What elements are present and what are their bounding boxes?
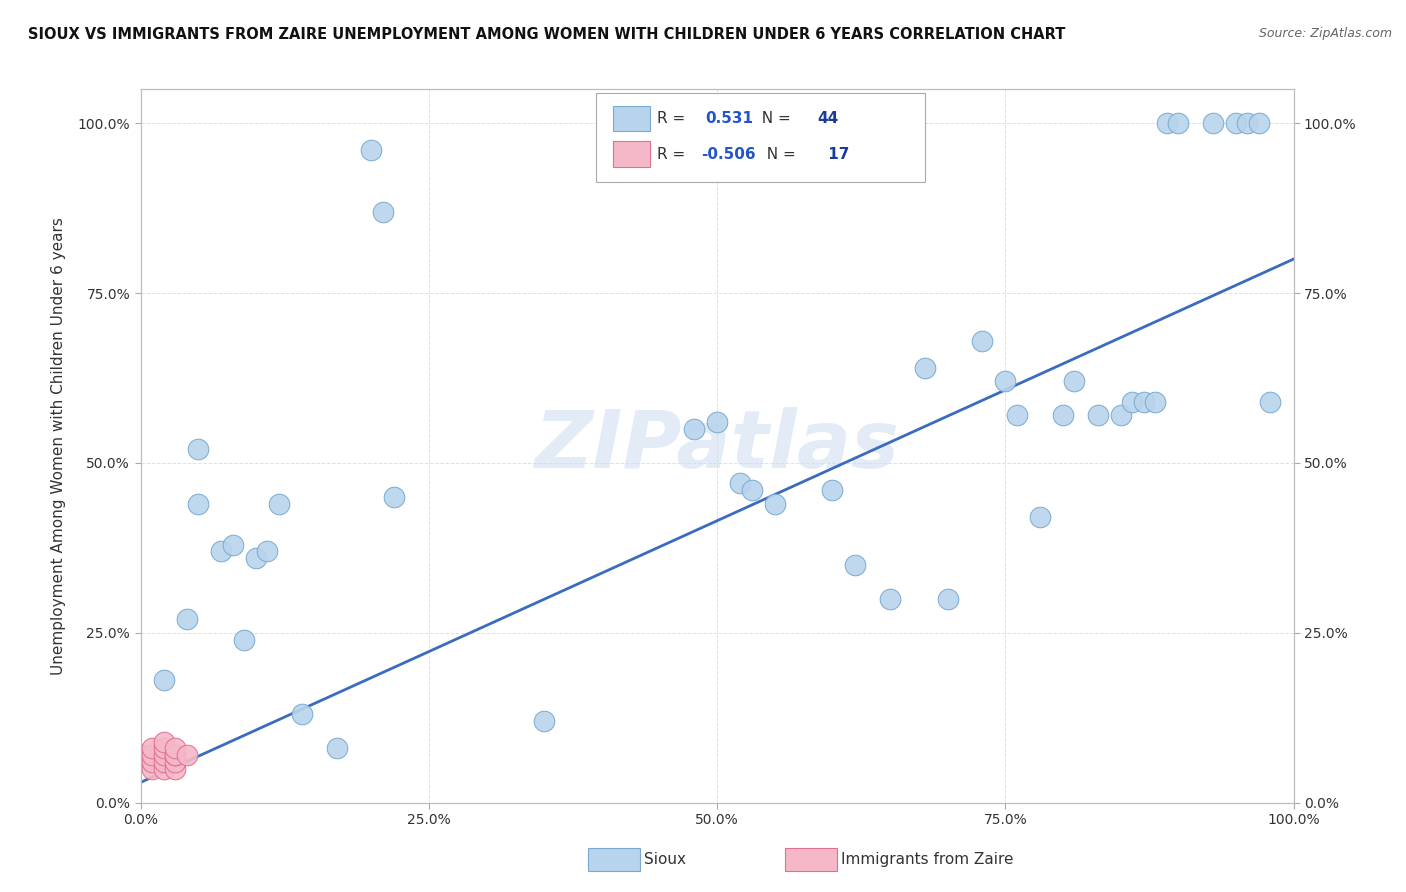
Point <box>325 741 347 756</box>
Text: -0.506: -0.506 <box>702 146 755 161</box>
Text: Immigrants from Zaire: Immigrants from Zaire <box>841 853 1014 867</box>
Point <box>209 544 232 558</box>
Point <box>129 748 152 763</box>
Point <box>129 748 152 763</box>
Text: Source: ZipAtlas.com: Source: ZipAtlas.com <box>1258 27 1392 40</box>
Text: 0.531: 0.531 <box>706 111 754 126</box>
Point <box>291 707 314 722</box>
Point <box>233 632 256 647</box>
Point <box>222 537 245 551</box>
Point <box>1109 409 1132 423</box>
Point <box>994 375 1017 389</box>
Point <box>728 476 751 491</box>
Point <box>1087 409 1109 423</box>
Point <box>972 334 994 348</box>
Point <box>245 551 267 566</box>
Point <box>371 204 394 219</box>
Text: N =: N = <box>752 111 796 126</box>
Point <box>165 762 187 776</box>
Text: ZIPatlas: ZIPatlas <box>534 407 900 485</box>
Point <box>1202 116 1225 130</box>
Point <box>152 762 174 776</box>
Point <box>187 497 209 511</box>
FancyBboxPatch shape <box>596 93 925 182</box>
Point <box>176 612 198 626</box>
Point <box>165 748 187 763</box>
Point <box>382 490 405 504</box>
Point <box>914 360 936 375</box>
Point <box>1052 409 1074 423</box>
Point <box>1063 375 1085 389</box>
Point <box>1247 116 1270 130</box>
Point <box>879 591 901 606</box>
Point <box>1225 116 1247 130</box>
Point <box>152 755 174 769</box>
Point <box>267 497 290 511</box>
Text: 17: 17 <box>823 146 849 161</box>
Point <box>1132 394 1154 409</box>
Text: 44: 44 <box>817 111 838 126</box>
Point <box>152 734 174 748</box>
Point <box>844 558 866 572</box>
Point <box>533 714 555 729</box>
Point <box>706 415 728 429</box>
Point <box>1029 510 1052 524</box>
Point <box>141 748 163 763</box>
Point <box>141 755 163 769</box>
Text: R =: R = <box>657 146 690 161</box>
Text: N =: N = <box>758 146 801 161</box>
Point <box>141 762 163 776</box>
Point <box>936 591 959 606</box>
Point <box>1236 116 1258 130</box>
Point <box>165 741 187 756</box>
Point <box>1144 394 1167 409</box>
Point <box>152 741 174 756</box>
Point <box>741 483 763 498</box>
Point <box>1167 116 1189 130</box>
Text: R =: R = <box>657 111 695 126</box>
Point <box>165 748 187 763</box>
Point <box>165 755 187 769</box>
Y-axis label: Unemployment Among Women with Children Under 6 years: Unemployment Among Women with Children U… <box>52 217 66 675</box>
Point <box>176 748 198 763</box>
FancyBboxPatch shape <box>613 141 650 167</box>
FancyBboxPatch shape <box>613 105 650 131</box>
Point <box>1005 409 1028 423</box>
Point <box>152 673 174 688</box>
Point <box>821 483 844 498</box>
Point <box>763 497 786 511</box>
Text: SIOUX VS IMMIGRANTS FROM ZAIRE UNEMPLOYMENT AMONG WOMEN WITH CHILDREN UNDER 6 YE: SIOUX VS IMMIGRANTS FROM ZAIRE UNEMPLOYM… <box>28 27 1066 42</box>
Point <box>256 544 278 558</box>
Point <box>187 442 209 457</box>
Point <box>1260 394 1282 409</box>
Point <box>152 748 174 763</box>
Point <box>1156 116 1178 130</box>
Point <box>683 422 706 436</box>
Point <box>360 144 382 158</box>
Point <box>1121 394 1143 409</box>
Point <box>141 741 163 756</box>
Text: Sioux: Sioux <box>644 853 686 867</box>
